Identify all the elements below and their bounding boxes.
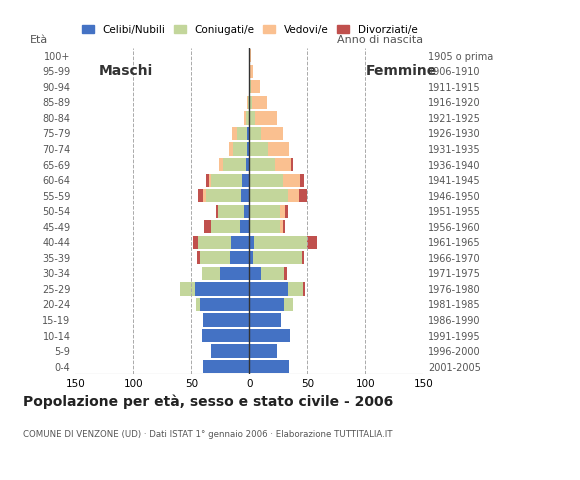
Text: Maschi: Maschi [99,64,153,78]
Bar [248,96,249,109]
Bar [249,298,284,311]
Bar [231,236,249,249]
Bar [249,313,281,326]
Bar [219,158,223,171]
Bar [247,143,249,156]
Bar [300,173,304,187]
Bar [230,251,249,264]
Bar [209,173,211,187]
Bar [249,80,251,94]
Bar [291,158,293,171]
Bar [253,251,302,264]
Bar [283,173,300,187]
Bar [180,282,195,296]
Bar [249,127,261,140]
Bar [202,329,249,342]
Bar [247,127,249,140]
Bar [288,282,303,296]
Bar [204,220,211,233]
Bar [220,267,249,280]
Bar [280,204,285,218]
Bar [249,143,268,156]
Bar [247,96,248,109]
Bar [249,173,283,187]
Bar [223,158,246,171]
Bar [288,189,299,202]
Text: Età: Età [30,35,48,45]
Text: Popolazione per età, sesso e stato civile - 2006: Popolazione per età, sesso e stato civil… [23,394,393,408]
Bar [249,158,275,171]
Bar [261,267,284,280]
Bar [249,49,251,62]
Bar [284,267,287,280]
Text: Femmine: Femmine [365,64,437,78]
Bar [233,143,247,156]
Bar [216,204,218,218]
Bar [249,267,261,280]
Bar [249,111,255,124]
Bar [268,143,289,156]
Bar [249,204,280,218]
Bar [251,80,260,94]
Bar [200,298,249,311]
Bar [261,127,283,140]
Bar [237,127,247,140]
Bar [218,204,244,218]
Bar [211,173,242,187]
Bar [193,236,198,249]
Bar [244,111,246,124]
Bar [249,282,288,296]
Bar [206,173,209,187]
Bar [242,173,249,187]
Bar [196,298,200,311]
Bar [211,345,249,358]
Bar [275,158,291,171]
Bar [244,204,249,218]
Bar [195,282,249,296]
Bar [200,251,230,264]
Text: COMUNE DI VENZONE (UD) · Dati ISTAT 1° gennaio 2006 · Elaborazione TUTTITALIA.IT: COMUNE DI VENZONE (UD) · Dati ISTAT 1° g… [23,430,393,439]
Bar [211,220,240,233]
Text: Anno di nascita: Anno di nascita [338,35,423,45]
Bar [198,189,203,202]
Bar [241,189,249,202]
Bar [283,220,285,233]
Bar [249,189,288,202]
Bar [249,65,253,78]
Bar [284,298,293,311]
Bar [255,111,277,124]
Bar [203,360,249,373]
Bar [303,282,305,296]
Bar [198,236,231,249]
Bar [249,236,254,249]
Bar [203,189,206,202]
Bar [307,236,317,249]
Bar [249,345,277,358]
Bar [299,189,307,202]
Bar [302,251,304,264]
Bar [254,236,307,249]
Bar [246,111,249,124]
Bar [202,267,220,280]
Bar [206,189,241,202]
Bar [232,127,237,140]
Bar [249,251,253,264]
Bar [246,158,249,171]
Bar [285,204,288,218]
Bar [249,220,280,233]
Bar [249,329,290,342]
Bar [203,313,249,326]
Bar [249,360,289,373]
Bar [252,96,267,109]
Bar [249,96,252,109]
Bar [280,220,283,233]
Legend: Celibi/Nubili, Coniugati/e, Vedovi/e, Divorziati/e: Celibi/Nubili, Coniugati/e, Vedovi/e, Di… [77,21,422,39]
Bar [197,251,200,264]
Bar [240,220,249,233]
Bar [229,143,233,156]
